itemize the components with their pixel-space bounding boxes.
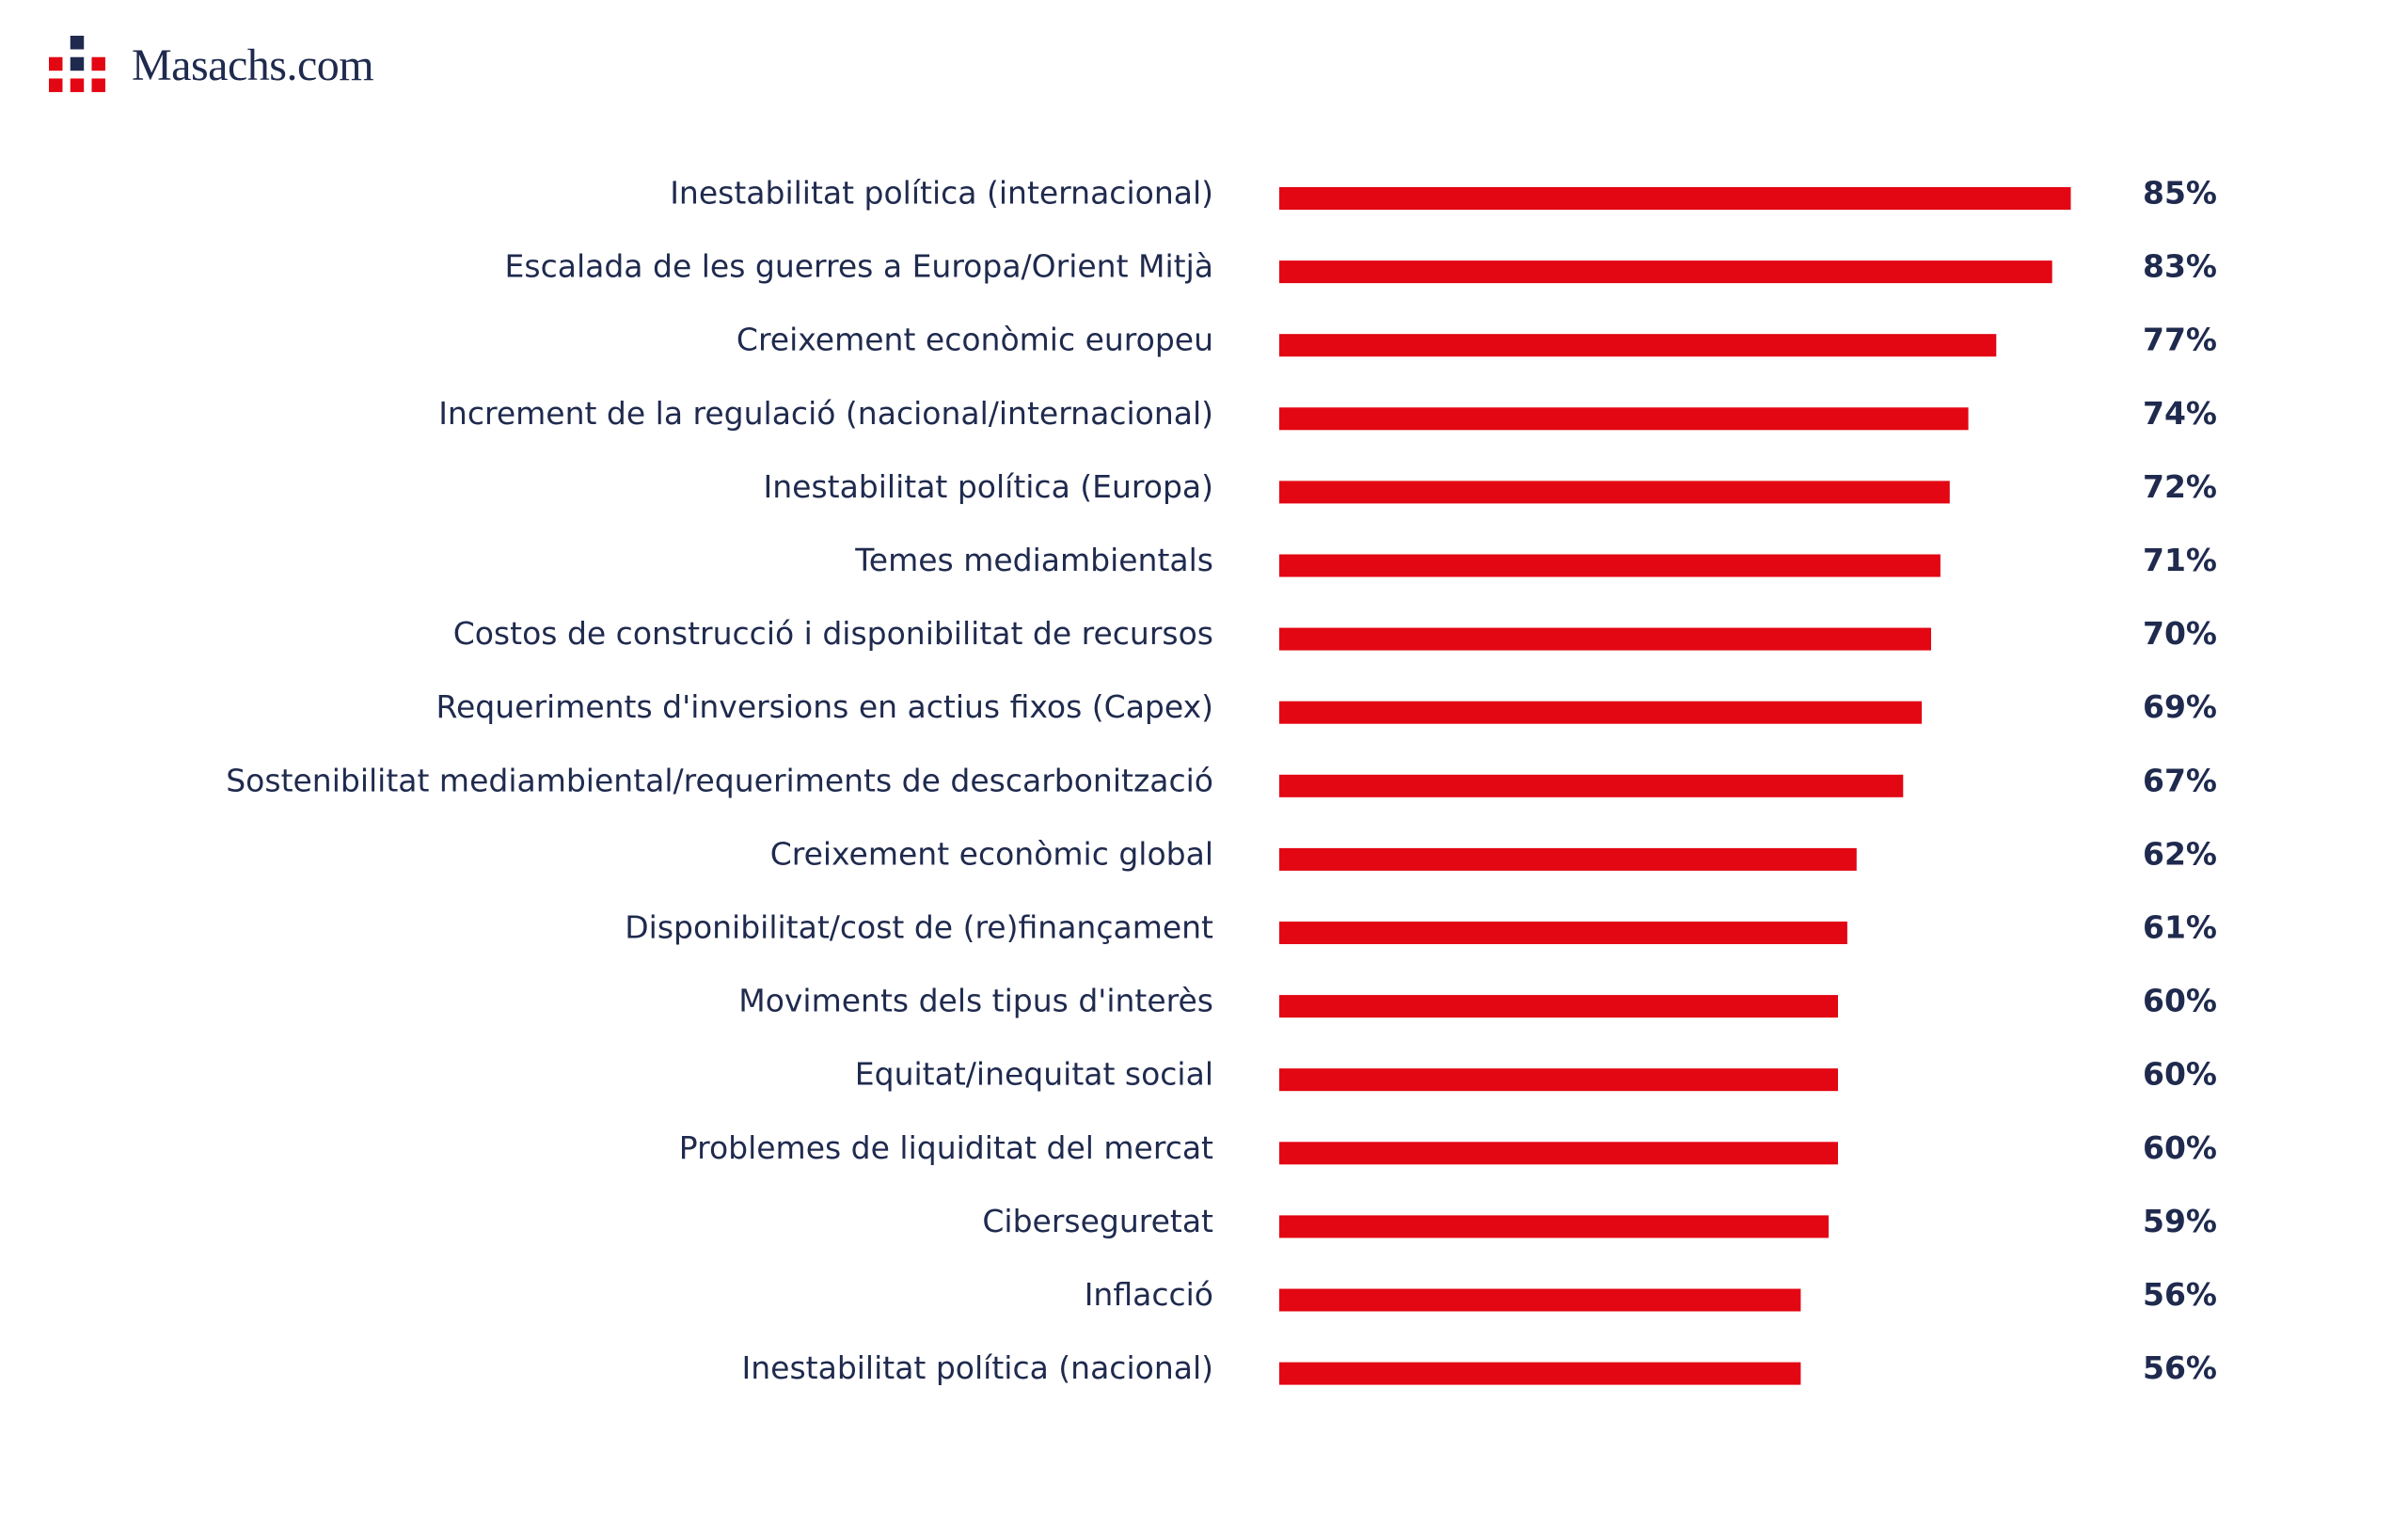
logo-square-center-bottom <box>70 78 85 92</box>
category-label: Disponibilitat/cost de (re)finançament <box>625 909 1213 946</box>
value-label: 59% <box>2143 1203 2217 1239</box>
value-label: 61% <box>2143 909 2217 946</box>
bar <box>1279 1288 1801 1312</box>
category-label: Costos de construcció i disponibilitat d… <box>453 615 1213 652</box>
logo-square-right-top <box>91 56 105 71</box>
logo-square-left-bottom <box>49 78 63 92</box>
category-label: Problemes de liquiditat del mercat <box>679 1129 1213 1166</box>
bar <box>1279 334 1997 357</box>
value-label: 72% <box>2143 468 2217 505</box>
masachs-logo-icon <box>49 36 105 92</box>
category-label: Sostenibilitat mediambiental/requeriment… <box>226 762 1213 798</box>
logo-square-center <box>70 56 85 71</box>
bar <box>1279 774 1904 797</box>
bar <box>1279 995 1838 1018</box>
value-label: 56% <box>2143 1349 2217 1386</box>
value-label: 69% <box>2143 688 2217 725</box>
value-label: 74% <box>2143 395 2217 432</box>
value-label: 71% <box>2143 542 2217 578</box>
category-label: Escalada de les guerres a Europa/Orient … <box>505 248 1213 285</box>
bar <box>1279 1362 1801 1385</box>
value-label: 56% <box>2143 1276 2217 1313</box>
category-label: Increment de la regulació (nacional/inte… <box>438 395 1213 432</box>
bar <box>1279 1068 1838 1092</box>
logo-square-right-bottom <box>91 78 105 92</box>
category-label: Equitat/inequitat social <box>855 1056 1213 1093</box>
bar <box>1279 1215 1830 1238</box>
value-label: 70% <box>2143 615 2217 652</box>
value-label: 60% <box>2143 1129 2217 1166</box>
category-label: Inflacció <box>1085 1276 1213 1313</box>
value-label: 83% <box>2143 248 2217 285</box>
value-label: 60% <box>2143 983 2217 1019</box>
logo-square-left-top <box>49 56 63 71</box>
bar <box>1279 627 1931 651</box>
value-label: 62% <box>2143 835 2217 872</box>
bar <box>1279 260 2052 284</box>
category-label: Creixement econòmic global <box>770 835 1213 872</box>
bar <box>1279 1142 1838 1165</box>
bar <box>1279 701 1923 724</box>
bar <box>1279 847 1857 871</box>
brand-logo: Masachs.com <box>49 32 374 98</box>
category-label: Inestabilitat política (internacional) <box>670 175 1213 212</box>
logo-square-top <box>70 36 85 50</box>
value-label: 60% <box>2143 1056 2217 1093</box>
bar <box>1279 554 1941 577</box>
category-label: Moviments dels tipus d'interès <box>738 983 1213 1019</box>
bar <box>1279 187 2071 210</box>
bar <box>1279 407 1969 431</box>
category-label: Requeriments d'inversions en actius fixo… <box>436 688 1213 725</box>
value-label: 67% <box>2143 762 2217 798</box>
value-label: 85% <box>2143 175 2217 212</box>
category-label: Inestabilitat política (nacional) <box>742 1349 1213 1386</box>
bar <box>1279 481 1950 504</box>
category-label: Inestabilitat política (Europa) <box>764 468 1214 505</box>
bar <box>1279 922 1847 944</box>
brand-name: Masachs.com <box>132 39 374 90</box>
category-label: Creixement econòmic europeu <box>737 322 1213 358</box>
value-label: 77% <box>2143 322 2217 358</box>
category-label: Ciberseguretat <box>982 1203 1213 1239</box>
category-label: Temes mediambientals <box>854 542 1213 578</box>
